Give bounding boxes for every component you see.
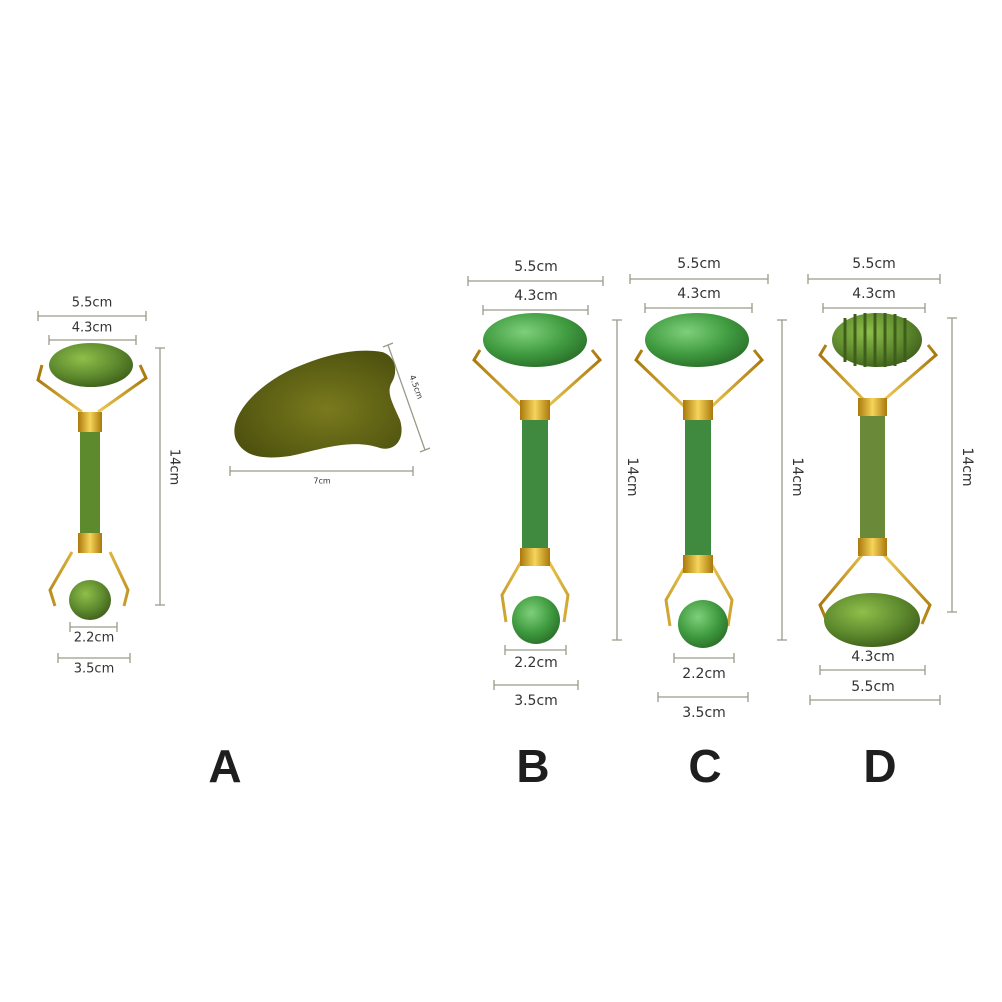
roller-c [634, 313, 765, 648]
a-bottom-inner-width: 2.2cm [73, 630, 115, 646]
a-length: 14cm [166, 448, 182, 486]
dimension-lines [37, 274, 957, 705]
variant-label-d: D [863, 740, 897, 792]
b-top-outer-width: 5.5cm [514, 259, 558, 275]
b-length: 14cm [624, 457, 640, 497]
c-bottom-inner-width: 2.2cm [682, 666, 726, 682]
a-bottom-outer-width: 3.5cm [73, 661, 115, 677]
gua-sha [234, 350, 402, 458]
c-bottom-outer-width: 3.5cm [682, 705, 726, 721]
c-top-inner-width: 4.3cm [677, 286, 721, 302]
d-top-outer-width: 5.5cm [852, 256, 896, 272]
b-bottom-outer-width: 3.5cm [514, 693, 558, 709]
d-top-inner-width: 4.3cm [852, 286, 896, 302]
c-length: 14cm [789, 457, 805, 497]
a-top-inner-width: 4.3cm [71, 320, 113, 336]
d-bottom-inner-width: 4.3cm [851, 649, 895, 665]
roller-a [36, 343, 148, 620]
variant-label-c: C [688, 740, 722, 792]
roller-b [472, 313, 603, 644]
d-bottom-outer-width: 5.5cm [851, 679, 895, 695]
c-top-outer-width: 5.5cm [677, 256, 721, 272]
variant-label-a: A [208, 740, 242, 792]
a-top-outer-width: 5.5cm [71, 295, 113, 311]
d-length: 14cm [959, 447, 975, 487]
roller-d [818, 313, 939, 647]
b-top-inner-width: 4.3cm [514, 288, 558, 304]
guasha-width: 7cm [313, 476, 331, 486]
b-bottom-inner-width: 2.2cm [514, 655, 558, 671]
variant-label-b: B [516, 740, 550, 792]
